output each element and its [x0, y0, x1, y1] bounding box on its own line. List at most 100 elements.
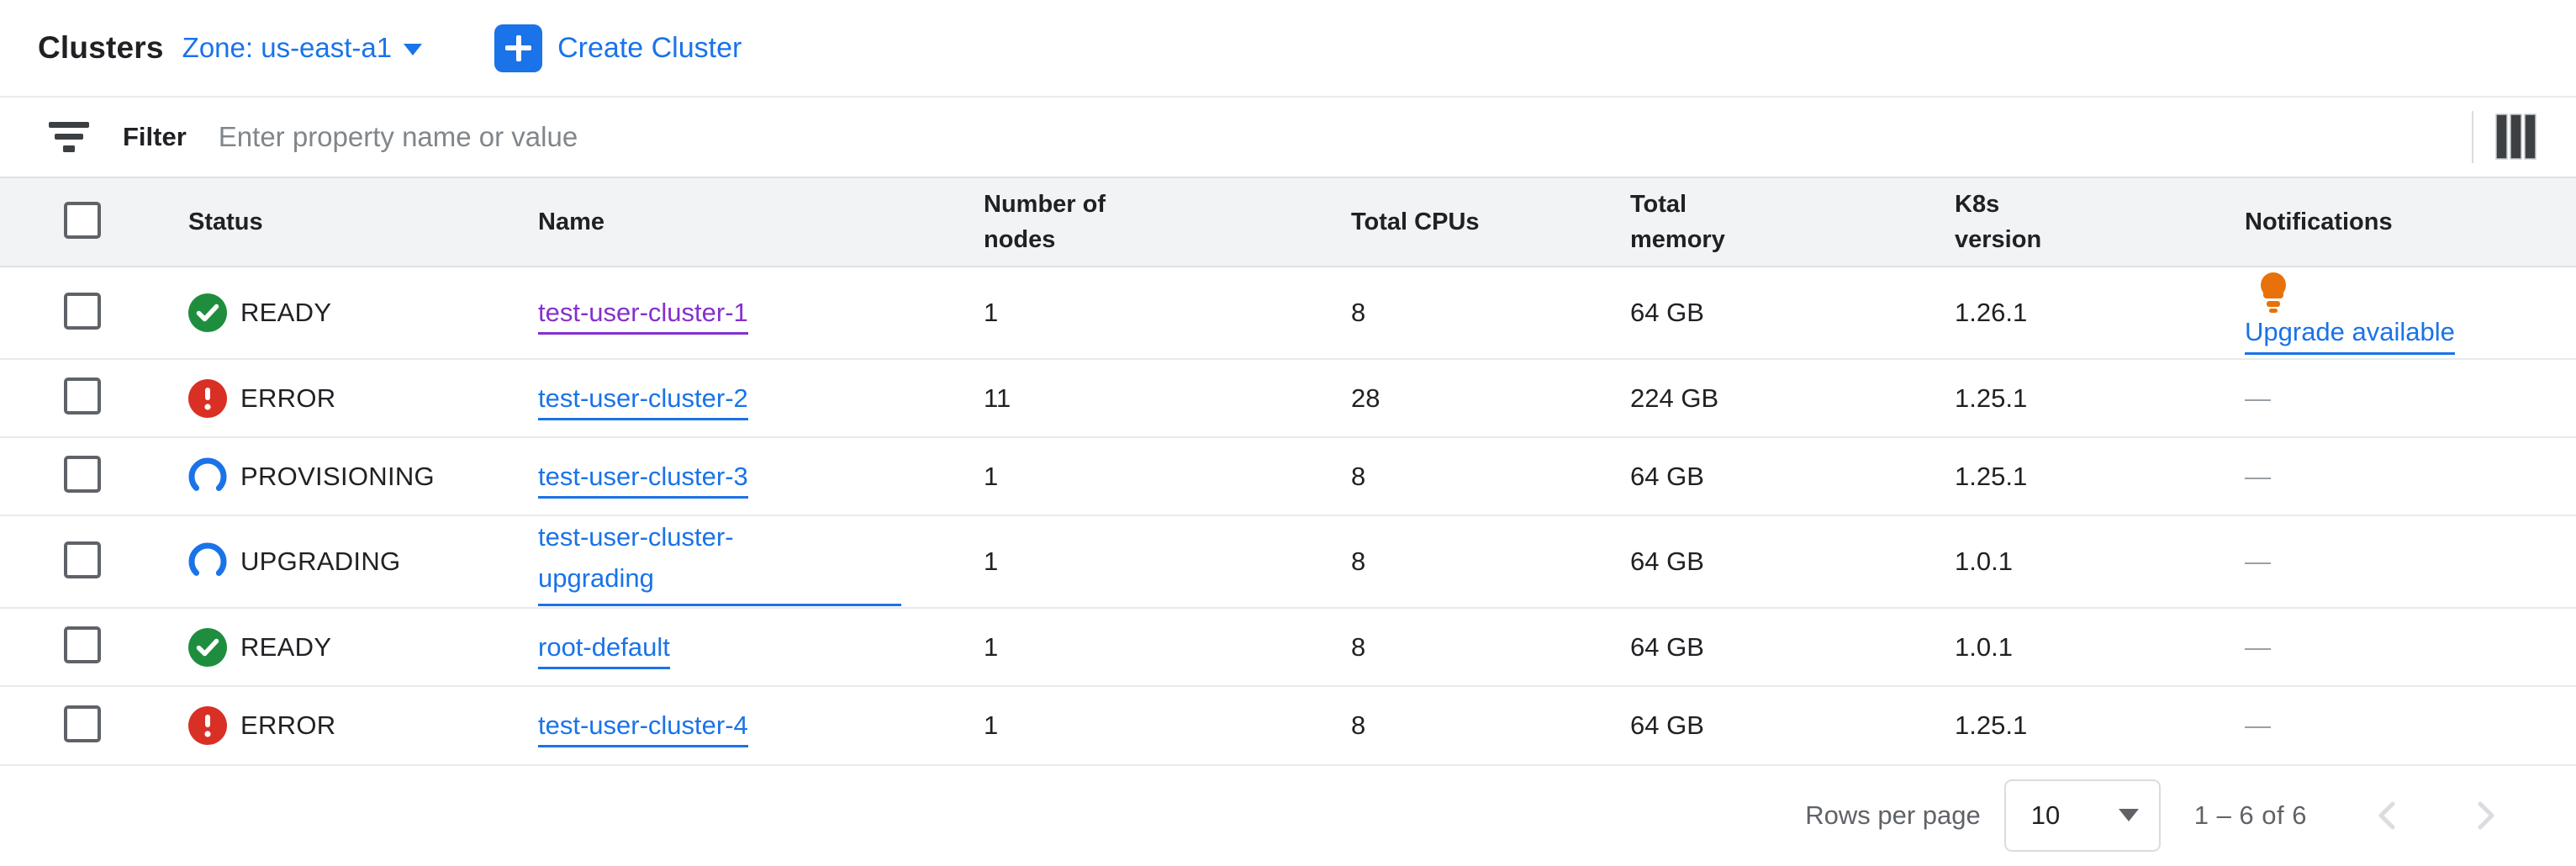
upgrade-available-link[interactable]: Upgrade available	[2245, 317, 2455, 355]
chevron-left-icon	[2378, 801, 2395, 829]
zone-selector[interactable]: Zone: us-east-a1	[182, 32, 423, 64]
status-cell: ERROR	[188, 378, 538, 418]
lightbulb-icon	[2261, 272, 2286, 313]
k8s-version-value: 1.0.1	[1955, 631, 2013, 662]
filter-bar-divider	[2472, 111, 2473, 163]
status-cell: ERROR	[188, 706, 538, 745]
cluster-name-text: test-user-cluster-upgrading	[538, 522, 734, 593]
spinner-icon	[188, 542, 227, 581]
column-header-cpus: Total CPUs	[1351, 208, 1480, 235]
notifications-cell: Upgrade available	[2245, 272, 2576, 355]
status-badge: PROVISIONING	[240, 461, 435, 491]
rows-per-page-value: 10	[2030, 800, 2061, 830]
table-row: ERROR test-user-cluster-4 1 8 64 GB 1.25…	[0, 687, 2576, 766]
cluster-name-link[interactable]: test-user-cluster-2	[538, 383, 748, 420]
status-badge: ERROR	[240, 383, 336, 413]
status-cell: READY	[188, 628, 538, 667]
k8s-version-value: 1.26.1	[1955, 298, 2028, 327]
select-all-checkbox[interactable]	[64, 201, 101, 239]
cluster-name-link[interactable]: root-default	[538, 631, 670, 669]
column-header-k8s: K8s version	[1955, 190, 2042, 253]
pagination-bar: Rows per page 10 1 – 6 of 6	[0, 766, 2576, 864]
row-checkbox[interactable]	[64, 292, 101, 330]
column-display-button[interactable]	[2495, 114, 2537, 161]
chevron-right-icon	[2478, 801, 2494, 829]
k8s-version-value: 1.25.1	[1955, 710, 2028, 740]
k8s-version-value: 1.25.1	[1955, 461, 2028, 491]
table-row: PROVISIONING test-user-cluster-3 1 8 64 …	[0, 438, 2576, 516]
status-cell: UPGRADING	[188, 542, 538, 581]
memory-value: 224 GB	[1630, 383, 1719, 413]
status-cell: READY	[188, 293, 538, 332]
cluster-name-link[interactable]: test-user-cluster-3	[538, 461, 748, 499]
notifications-empty: —	[2245, 547, 2271, 576]
column-display-icon	[2495, 114, 2536, 160]
table-row: READY test-user-cluster-1 1 8 64 GB 1.26…	[0, 267, 2576, 360]
status-badge: ERROR	[240, 710, 336, 740]
check-circle-icon	[188, 293, 227, 332]
nodes-value: 11	[984, 383, 1011, 413]
zone-selector-label: Zone: us-east-a1	[182, 32, 393, 63]
cluster-name-link[interactable]: test-user-cluster-1	[538, 298, 748, 335]
notifications-empty: —	[2245, 461, 2271, 491]
cpus-value: 8	[1351, 298, 1366, 327]
status-badge: UPGRADING	[240, 547, 401, 576]
next-page-button[interactable]	[2468, 795, 2502, 836]
chevron-down-icon	[2118, 809, 2139, 821]
table-header-row: Status Name Number of nodes Total CPUs T…	[0, 178, 2576, 267]
cluster-name-link[interactable]: test-user-cluster-4	[538, 710, 748, 747]
cpus-value: 8	[1351, 631, 1366, 662]
table-row: READY root-default 1 8 64 GB 1.0.1 —	[0, 609, 2576, 687]
column-header-memory: Total memory	[1630, 190, 1725, 253]
rows-per-page-label: Rows per page	[1805, 800, 1981, 830]
filter-bar: Filter	[0, 98, 2576, 178]
row-checkbox[interactable]	[64, 456, 101, 493]
status-badge: READY	[240, 298, 332, 327]
page-header: Clusters Zone: us-east-a1 Create Cluster	[0, 0, 2576, 98]
chevron-down-icon	[404, 44, 423, 55]
check-circle-icon	[188, 628, 227, 667]
row-checkbox[interactable]	[64, 378, 101, 415]
cpus-value: 8	[1351, 461, 1366, 491]
cluster-name-link[interactable]: test-user-cluster-upgrading	[538, 517, 901, 606]
row-checkbox[interactable]	[64, 705, 101, 742]
filter-icon	[49, 122, 89, 152]
plus-icon	[494, 24, 543, 72]
column-header-notifications: Notifications	[2245, 208, 2393, 235]
row-checkbox[interactable]	[64, 626, 101, 663]
notifications-empty: —	[2245, 383, 2271, 413]
cpus-value: 28	[1351, 383, 1380, 413]
clusters-table: Status Name Number of nodes Total CPUs T…	[0, 178, 2576, 766]
nodes-value: 1	[984, 461, 999, 491]
rows-per-page-select[interactable]: 10	[2003, 779, 2161, 852]
notifications-empty: —	[2245, 631, 2271, 662]
error-circle-icon	[188, 378, 227, 418]
page-title: Clusters	[38, 30, 164, 65]
notifications-empty: —	[2245, 710, 2271, 740]
k8s-version-value: 1.25.1	[1955, 383, 2028, 413]
nodes-value: 1	[984, 631, 999, 662]
memory-value: 64 GB	[1630, 631, 1704, 662]
status-badge: READY	[240, 631, 332, 662]
k8s-version-value: 1.0.1	[1955, 547, 2013, 576]
memory-value: 64 GB	[1630, 547, 1704, 576]
cpus-value: 8	[1351, 710, 1366, 740]
filter-input[interactable]	[218, 112, 2472, 162]
memory-value: 64 GB	[1630, 710, 1704, 740]
column-header-status: Status	[188, 208, 263, 235]
create-cluster-button[interactable]: Create Cluster	[494, 24, 742, 72]
nodes-value: 1	[984, 298, 999, 327]
create-cluster-label: Create Cluster	[557, 31, 742, 64]
pagination-range: 1 – 6 of 6	[2193, 800, 2307, 830]
nodes-value: 1	[984, 547, 999, 576]
row-checkbox[interactable]	[64, 541, 101, 578]
memory-value: 64 GB	[1630, 298, 1704, 327]
error-circle-icon	[188, 706, 227, 745]
nodes-value: 1	[984, 710, 999, 740]
previous-page-button[interactable]	[2371, 795, 2404, 836]
table-row: ERROR test-user-cluster-2 11 28 224 GB 1…	[0, 360, 2576, 438]
column-header-name: Name	[538, 208, 604, 235]
cpus-value: 8	[1351, 547, 1366, 576]
column-header-nodes: Number of nodes	[984, 190, 1106, 253]
memory-value: 64 GB	[1630, 461, 1704, 491]
